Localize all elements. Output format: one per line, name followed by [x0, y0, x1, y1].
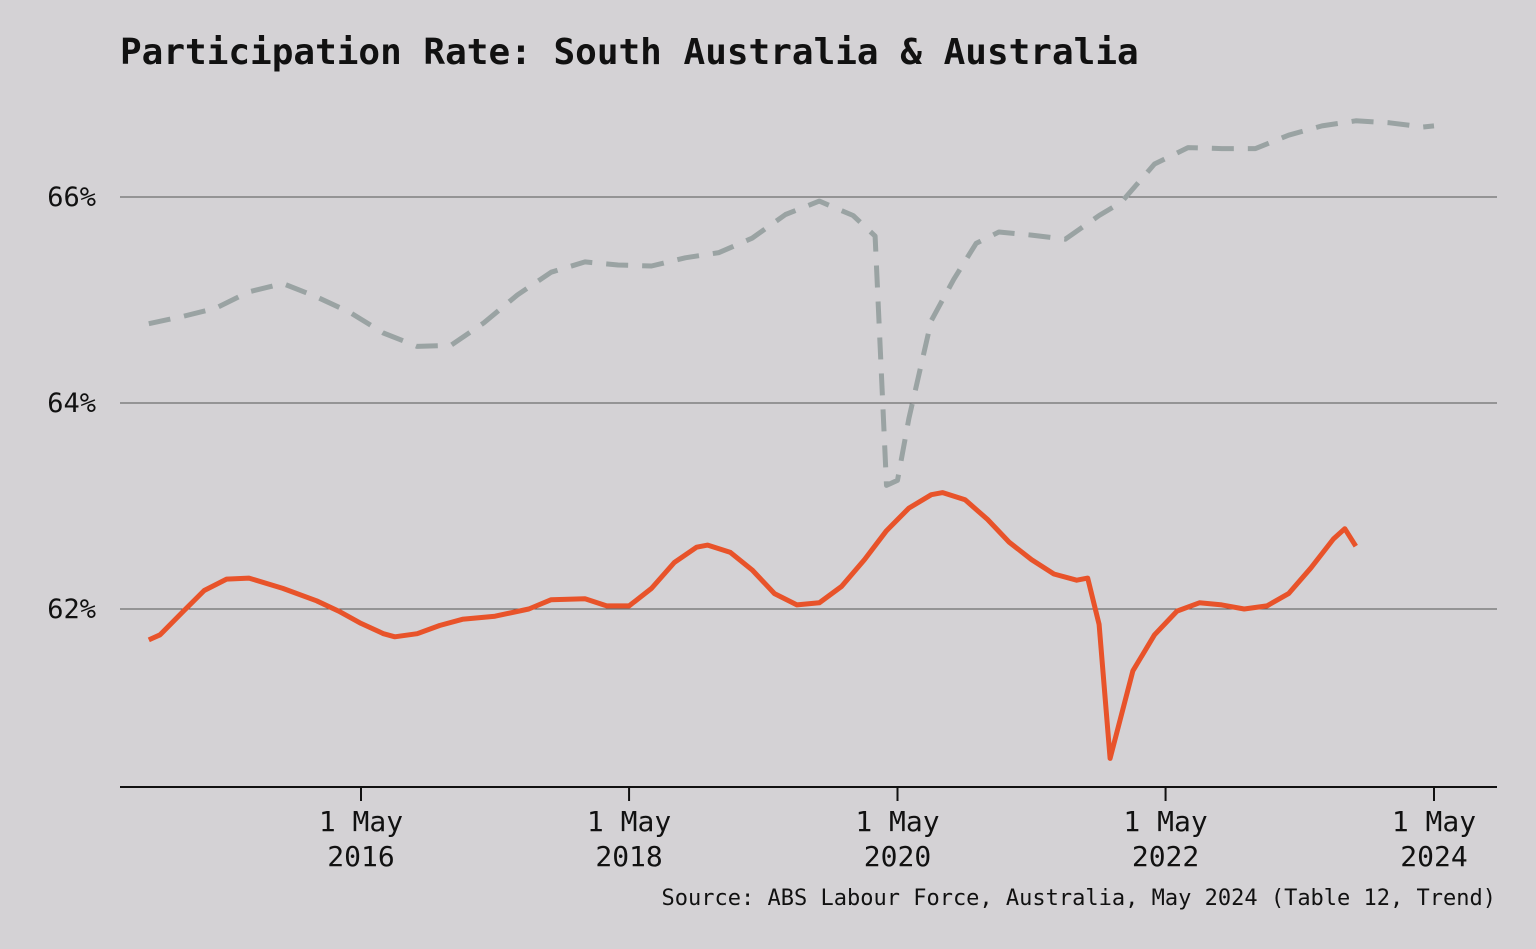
x-tick-label: 1 May	[1123, 805, 1207, 838]
x-tick-year: 2016	[327, 840, 394, 873]
y-tick-label: 66%	[47, 182, 96, 213]
chart-title: Participation Rate: South Australia & Au…	[120, 32, 1139, 73]
x-tick-label: 1 May	[1392, 805, 1476, 838]
series-line-australia-dashed	[148, 118, 1435, 488]
gridlines	[120, 196, 1497, 610]
x-tick-label: 1 May	[319, 805, 403, 838]
y-axis-ticks: 62% 64% 66%	[47, 182, 96, 625]
x-tick-label: 1 May	[587, 805, 671, 838]
series-line-south-australia	[147, 490, 1358, 761]
x-tick-year: 2022	[1132, 840, 1199, 873]
y-tick-label: 64%	[47, 388, 96, 419]
x-tick-label: 1 May	[855, 805, 939, 838]
source-note: Source: ABS Labour Force, Australia, May…	[662, 886, 1496, 911]
y-tick-label: 62%	[47, 594, 96, 625]
x-tick-year: 2020	[864, 840, 931, 873]
x-tick-year: 2018	[595, 840, 662, 873]
series-lines	[147, 118, 1435, 761]
x-tick-year: 2024	[1400, 840, 1467, 873]
